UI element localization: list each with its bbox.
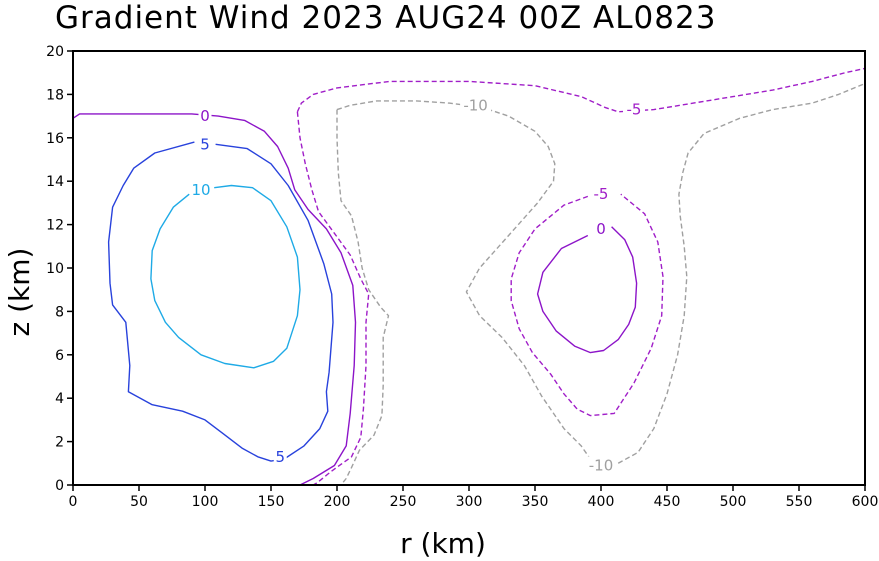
x-tick-label: 500 [720,494,747,510]
y-tick-label: 12 [46,218,64,234]
contour-5-left-line [107,141,334,462]
chart-title: Gradient Wind 2023 AUG24 00Z AL0823 [55,0,716,36]
contour-0-left-label: 0 [200,107,210,125]
contour-neg10-top-line [336,100,602,467]
x-axis: 0 50 100 150 200 250 300 350 400 450 500 550 600 [69,485,879,510]
contour-neg5-top-label-bg [623,100,645,118]
x-tick-label: 300 [456,494,483,510]
y-axis-label: z (km) [3,248,36,337]
contour-neg10-left-line [336,109,390,486]
y-tick-label: 20 [46,44,64,60]
contour-neg5-top-label: -5 [627,101,642,119]
contour-neg10-top-label: -10 [463,96,488,114]
y-tick-label: 16 [46,131,64,147]
contour-0-right-label-bg [594,219,608,237]
x-tick-label: 250 [390,494,417,510]
contour-layer: 10 5 5 0 0 -5 -5 -10 -10 [72,67,866,486]
x-tick-label: 200 [324,494,351,510]
contour-neg10-right-label-bg [585,456,617,474]
x-tick-label: 0 [69,494,78,510]
y-tick-label: 10 [46,261,64,277]
contour-10-line [150,184,301,369]
contour-neg5-right-label: -5 [594,185,609,203]
contour-0-left-line [72,113,357,486]
x-tick-label: 100 [192,494,219,510]
contour-neg5-left-line [296,111,370,486]
contour-5-left-label: 5 [200,135,210,153]
contour-neg5-right-line [510,193,664,417]
contour-10-label: 10 [191,181,210,199]
contour-0-left-label-bg [198,107,212,125]
contour-neg10-right-label: -10 [589,456,614,474]
y-axis: 0 2 4 6 8 10 12 14 16 18 20 [46,44,73,494]
contour-0-right-label: 0 [596,220,606,238]
contour-neg10-right-line [617,82,866,464]
x-tick-label: 350 [522,494,549,510]
contour-5-right-label: 5 [275,448,285,466]
contour-neg5-right-label-bg [590,185,612,203]
x-tick-label: 50 [130,494,148,510]
y-tick-label: 0 [55,478,64,494]
y-tick-label: 8 [55,304,64,320]
x-tick-label: 550 [786,494,813,510]
contour-10-label-bg [190,180,213,198]
y-tick-label: 4 [55,391,64,407]
y-tick-label: 14 [46,174,64,190]
y-tick-label: 6 [55,348,64,364]
y-tick-label: 2 [55,435,64,451]
contour-neg10-top-label-bg [460,96,492,114]
y-tick-label: 18 [46,87,64,103]
contour-5-right-label-bg [273,447,287,465]
contour-0-right-line [536,226,638,354]
x-tick-label: 150 [258,494,285,510]
x-tick-label: 400 [588,494,615,510]
x-tick-label: 600 [852,494,879,510]
contour-neg5-top-line [296,67,866,113]
contour-5-left-label-bg [198,135,212,153]
x-tick-label: 450 [654,494,681,510]
x-axis-label: r (km) [400,527,486,560]
